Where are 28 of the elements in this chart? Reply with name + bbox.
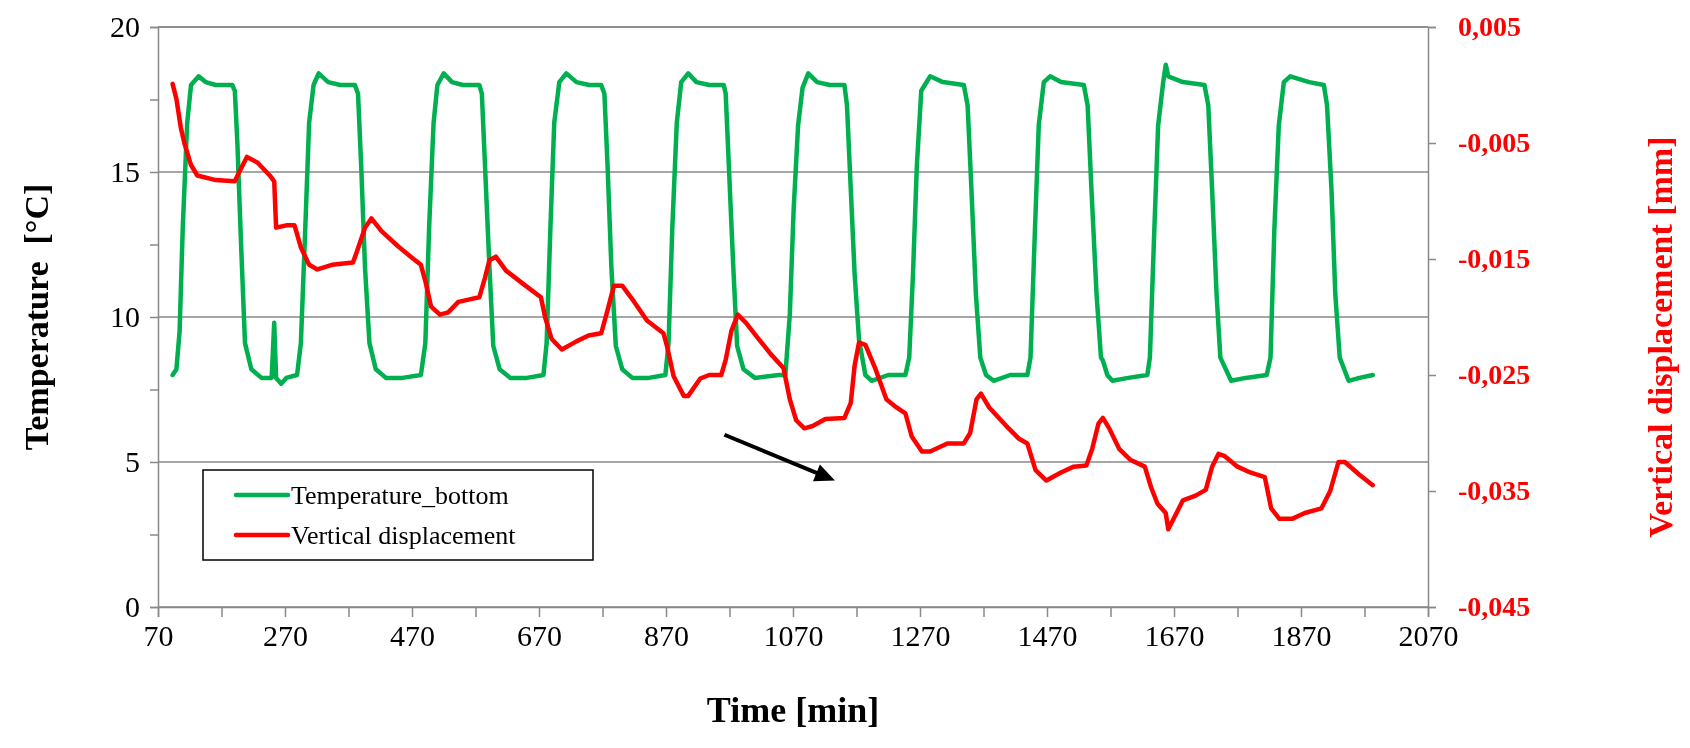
y2-tick-label: -0,025: [1458, 359, 1531, 391]
y-axis-title: Temperature [°C]: [18, 183, 55, 451]
y2-tick-label: 0,005: [1458, 11, 1521, 43]
x-tick-label: 1070: [763, 619, 824, 653]
x-axis-title: Time [min]: [706, 690, 880, 730]
x-tick-label: 1670: [1144, 619, 1205, 653]
y-tick-label: 15: [110, 155, 140, 189]
x-tick-label: 470: [390, 619, 435, 653]
y2-tick-label: -0,045: [1458, 591, 1531, 623]
y-tick-label: 0: [125, 590, 140, 624]
y-tick-label: 10: [110, 300, 140, 334]
x-tick-label: 1870: [1271, 619, 1332, 653]
legend-label: Vertical displacement: [291, 521, 517, 550]
x-tick-label: 870: [644, 619, 689, 653]
y2-tick-label: -0,035: [1458, 475, 1531, 507]
x-tick-label: 270: [263, 619, 308, 653]
line-series: [170, 62, 1376, 386]
x-tick-label: 2070: [1398, 619, 1459, 653]
y2-tick-label: -0,015: [1458, 243, 1531, 275]
y2-axis-title: Vertical displacement [mm]: [1642, 136, 1679, 538]
x-tick-label: 1470: [1017, 619, 1078, 653]
legend-label: Temperature_bottom: [291, 481, 509, 510]
y-tick-label: 20: [110, 10, 140, 44]
y2-tick-label: -0,005: [1458, 127, 1531, 159]
x-tick-label: 1270: [890, 619, 951, 653]
y-tick-label: 5: [125, 445, 140, 479]
x-tick-label: 70: [143, 619, 174, 653]
x-tick-label: 670: [517, 619, 562, 653]
